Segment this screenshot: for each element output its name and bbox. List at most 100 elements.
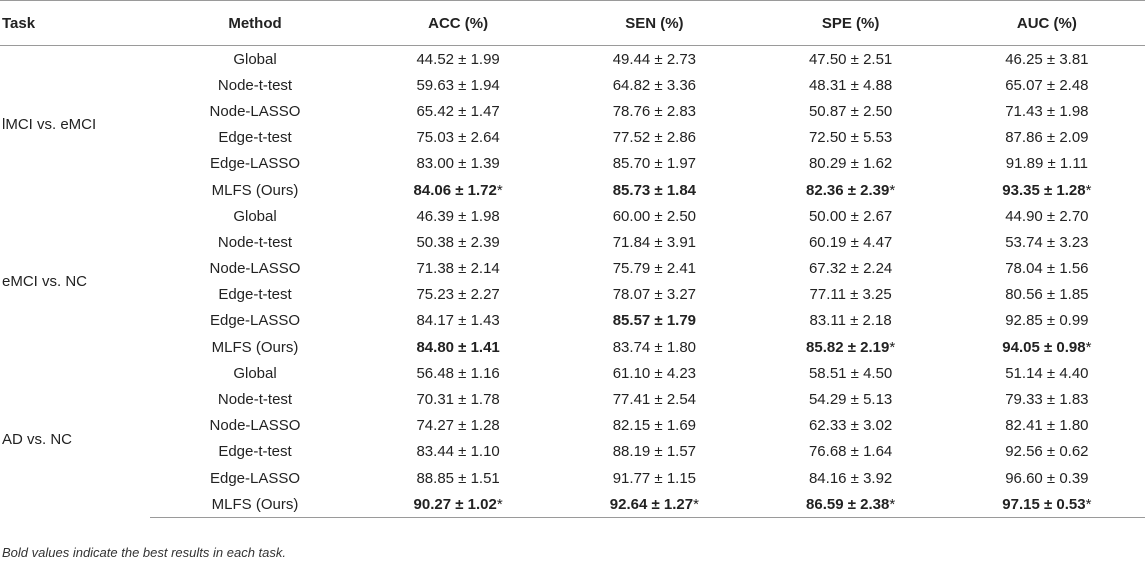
metric-cell: 59.63 ± 1.94 — [360, 72, 556, 98]
metric-value: 96.60 ± 0.39 — [1005, 469, 1089, 487]
metric-cell: 92.64 ± 1.27* — [556, 491, 753, 519]
method-cell: Node-t-test — [217, 233, 293, 251]
metric-value: 88.19 ± 1.57 — [612, 443, 697, 461]
metric-value: 82.36 ± 2.39 — [806, 181, 890, 199]
metric-cell: 50.38 ± 2.39 — [360, 229, 556, 255]
metric-cell: 92.85 ± 0.99 — [949, 308, 1145, 334]
metric-value: 48.31 ± 4.88 — [808, 76, 893, 94]
metric-value: 84.17 ± 1.43 — [416, 312, 500, 330]
metric-cell: 83.44 ± 1.10 — [360, 439, 556, 465]
metric-cell: 77.11 ± 3.25 — [753, 282, 949, 308]
metric-value: 59.63 ± 1.94 — [416, 76, 500, 94]
metric-value: 85.82 ± 2.19 — [806, 338, 890, 356]
table-row: Edge-t-test 75.23 ± 2.27 78.07 ± 3.27 77.11… — [0, 282, 1145, 308]
metric-cell: 71.43 ± 1.98 — [949, 98, 1145, 124]
header-acc: ACC (%) — [360, 0, 557, 46]
significance-star: * — [496, 181, 503, 199]
method-cell: MLFS (Ours) — [211, 338, 299, 356]
metric-value: 75.23 ± 2.27 — [416, 286, 500, 304]
significance-star: * — [693, 495, 699, 513]
method-cell: Edge-t-test — [218, 286, 292, 304]
method-cell: Global — [233, 364, 277, 382]
table-row: Node-t-test 50.38 ± 2.39 71.84 ± 3.91 60.19… — [0, 229, 1145, 255]
table-row: Node-t-test 70.31 ± 1.78 77.41 ± 2.54 54.29… — [0, 386, 1145, 412]
metric-value: 61.10 ± 4.23 — [612, 364, 697, 382]
header-auc: AUC (%) — [948, 0, 1145, 46]
metric-cell: 46.25 ± 3.81 — [949, 46, 1145, 73]
metric-value: 65.42 ± 1.47 — [416, 102, 500, 120]
metric-value: 75.79 ± 2.41 — [612, 260, 697, 278]
metric-cell: 53.74 ± 3.23 — [949, 229, 1145, 255]
table-row: MLFS (Ours) 84.80 ± 1.41 83.74 ± 1.80 85.82… — [0, 334, 1145, 360]
table-row: Node-LASSO 71.38 ± 2.14 75.79 ± 2.41 67.32 … — [0, 256, 1145, 282]
header-spe: SPE (%) — [752, 0, 949, 46]
metric-value: 80.29 ± 1.62 — [808, 155, 893, 173]
metric-value: 97.15 ± 0.53 — [1002, 495, 1086, 513]
method-cell: Edge-t-test — [218, 129, 292, 147]
method-cell: Node-LASSO — [209, 260, 301, 278]
method-cell: Node-t-test — [217, 391, 293, 409]
metric-cell: 85.57 ± 1.79 — [556, 308, 752, 334]
metric-value: 71.38 ± 2.14 — [416, 260, 500, 278]
metric-cell: 83.11 ± 2.18 — [753, 308, 949, 334]
table-row: lMCI vs. eMCI Global 44.52 ± 1.99 49.44 ± 2… — [0, 46, 1145, 133]
method-cell: Edge-LASSO — [209, 155, 301, 173]
method-cell: Edge-LASSO — [209, 469, 301, 487]
metric-cell: 80.29 ± 1.62 — [753, 151, 949, 177]
metric-cell: 97.15 ± 0.53* — [948, 491, 1145, 519]
metric-value: 78.07 ± 3.27 — [612, 286, 697, 304]
metric-value: 60.00 ± 2.50 — [612, 207, 697, 225]
metric-value: 91.77 ± 1.15 — [612, 469, 697, 487]
metric-cell: 78.76 ± 2.83 — [556, 98, 752, 124]
metric-value: 56.48 ± 1.16 — [416, 364, 500, 382]
metric-value: 65.07 ± 2.48 — [1005, 76, 1089, 94]
table-row: Edge-t-test 83.44 ± 1.10 88.19 ± 1.57 76.68… — [0, 439, 1145, 465]
metric-value: 85.57 ± 1.79 — [612, 312, 697, 330]
metric-value: 71.43 ± 1.98 — [1005, 102, 1089, 120]
metric-cell: 82.41 ± 1.80 — [949, 413, 1145, 439]
method-cell: Edge-t-test — [218, 443, 292, 461]
metric-value: 75.03 ± 2.64 — [416, 129, 500, 147]
metric-value: 77.52 ± 2.86 — [612, 129, 697, 147]
significance-star: * — [889, 181, 896, 199]
table-row: Node-LASSO 65.42 ± 1.47 78.76 ± 2.83 50.87 … — [0, 98, 1145, 124]
results-table: Task Method ACC (%) SEN (%) SPE (%) AUC … — [0, 0, 1145, 519]
metric-cell: 94.05 ± 0.98* — [949, 334, 1145, 360]
table-row: eMCI vs. NC Global 46.39 ± 1.98 60.00 ± 2.5… — [0, 203, 1145, 290]
metric-cell: 65.42 ± 1.47 — [360, 98, 556, 124]
metric-cell: 72.50 ± 5.53 — [753, 125, 949, 151]
metric-cell: 78.07 ± 3.27 — [556, 282, 752, 308]
table-row: AD vs. NC Global 56.48 ± 1.16 61.10 ± 4.23 5… — [0, 360, 1145, 448]
metric-value: 60.19 ± 4.47 — [808, 233, 893, 251]
metric-value: 91.89 ± 1.11 — [1005, 155, 1088, 173]
metric-cell: 88.19 ± 1.57 — [556, 439, 752, 465]
metric-cell: 75.79 ± 2.41 — [556, 256, 752, 282]
metric-value: 46.25 ± 3.81 — [1005, 50, 1089, 68]
metric-cell: 46.39 ± 1.98 — [360, 203, 556, 229]
metric-value: 49.44 ± 2.73 — [612, 50, 697, 68]
method-cell: Node-LASSO — [209, 417, 301, 435]
significance-star: * — [889, 338, 896, 356]
metric-value: 53.74 ± 3.23 — [1005, 233, 1089, 251]
metric-value: 82.15 ± 1.69 — [612, 417, 697, 435]
metric-value: 87.86 ± 2.09 — [1005, 129, 1089, 147]
metric-cell: 91.89 ± 1.11 — [949, 151, 1145, 177]
metric-cell: 96.60 ± 0.39 — [949, 465, 1145, 491]
metric-value: 50.00 ± 2.67 — [808, 207, 893, 225]
metric-cell: 84.06 ± 1.72* — [360, 177, 556, 203]
metric-cell: 70.31 ± 1.78 — [360, 386, 556, 412]
method-cell: MLFS (Ours) — [150, 491, 360, 519]
task-cell: AD vs. NC — [2, 430, 73, 448]
metric-cell: 82.36 ± 2.39* — [753, 177, 949, 203]
metric-value: 78.76 ± 2.83 — [612, 102, 697, 120]
metric-cell: 84.16 ± 3.92 — [753, 465, 949, 491]
significance-star: * — [889, 495, 896, 513]
metric-cell: 47.50 ± 2.51 — [753, 46, 949, 73]
table-row: Edge-LASSO 83.00 ± 1.39 85.70 ± 1.97 80.29 … — [0, 151, 1145, 177]
metric-value: 54.29 ± 5.13 — [808, 391, 893, 409]
metric-value: 77.41 ± 2.54 — [612, 391, 697, 409]
metric-value: 94.05 ± 0.98 — [1002, 338, 1086, 356]
metric-cell: 79.33 ± 1.83 — [949, 386, 1145, 412]
metric-cell: 60.19 ± 4.47 — [753, 229, 949, 255]
method-cell: Global — [233, 207, 277, 225]
